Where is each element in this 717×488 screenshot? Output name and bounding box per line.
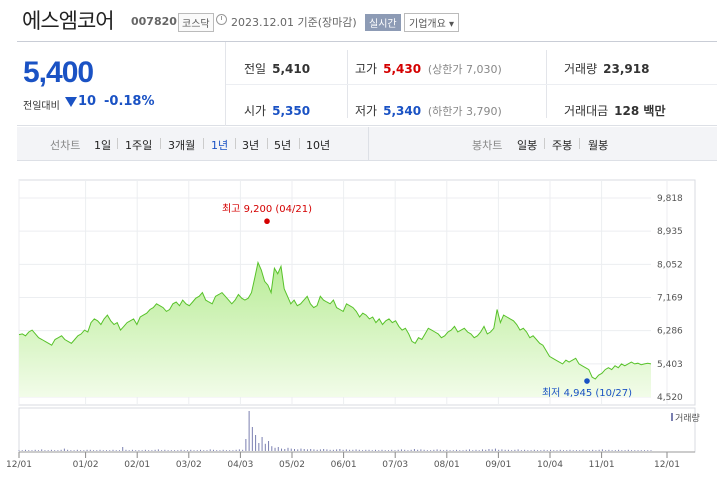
tab-1y[interactable]: 1년 [211, 139, 229, 152]
high-marker [264, 218, 270, 225]
stock-name: 에스엠코어 [22, 9, 115, 33]
amount-cell: 거래대금 128 백만 [564, 104, 666, 118]
x-tick-label: 06/01 [331, 460, 357, 470]
y-tick-label: 8,052 [657, 260, 683, 270]
line-chart-label: 선차트 [50, 139, 81, 152]
clock-icon [216, 14, 227, 25]
current-price-box: 5,400 전일대비 10 -0.18% [17, 42, 226, 126]
stock-code: 007820 [131, 15, 177, 28]
tab-5y[interactable]: 5년 [274, 139, 292, 152]
change-label: 전일대비 [23, 101, 60, 112]
company-overview-dropdown[interactable]: 기업개요 ▾ [404, 13, 459, 32]
tab-separator [267, 138, 268, 149]
tab-separator [203, 138, 204, 149]
open-cell: 시가 5,350 [244, 104, 311, 118]
x-tick-label: 08/01 [434, 460, 460, 470]
price-line [18, 260, 652, 380]
x-tick-label: 02/01 [124, 460, 150, 470]
low-cell: 저가 5,340 (하한가 3,790) [355, 104, 502, 118]
chart-period-tabs: 선차트 1일 1주일 3개월 1년 3년 5년 10년 봉차트 일봉 주봉 월봉 [17, 127, 717, 161]
tab-weekly[interactable]: 주봉 [552, 139, 573, 152]
y-tick-label: 5,403 [657, 360, 683, 370]
x-tick-label: 03/02 [176, 460, 202, 470]
tab-separator [235, 138, 236, 149]
low-marker [584, 378, 590, 384]
y-tick-label: 7,169 [657, 294, 683, 304]
market-badge: 코스닥 [178, 13, 214, 32]
change-value: 10 [78, 94, 97, 109]
down-arrow-icon [65, 97, 77, 107]
y-tick-label: 9,818 [657, 194, 683, 204]
tab-separator [117, 138, 118, 149]
tab-daily[interactable]: 일봉 [517, 139, 538, 152]
x-tick-label: 10/04 [537, 460, 563, 470]
x-tick-label: 09/01 [485, 460, 511, 470]
volume-legend-swatch [671, 413, 673, 421]
y-tick-label: 4,520 [657, 393, 683, 403]
high-cell: 고가 5,430 (상한가 7,030) [355, 62, 502, 76]
basis-date: 2023.12.01 기준(장마감) [231, 16, 357, 29]
x-tick-label: 01/02 [73, 460, 99, 470]
current-price: 5,400 [23, 56, 94, 89]
volume-legend: 거래량 [675, 412, 700, 424]
prev-close-cell: 전일 5,410 [244, 62, 311, 76]
divider [368, 127, 369, 161]
x-tick-label: 11/01 [589, 460, 615, 470]
volume-frame [18, 407, 696, 453]
x-tick-label: 07/03 [382, 460, 408, 470]
y-tick-label: 8,935 [657, 227, 683, 237]
tab-separator [544, 138, 545, 149]
high-annotation: 최고 9,200 (04/21) [222, 203, 312, 215]
x-tick-label: 04/03 [227, 460, 253, 470]
price-area [19, 262, 651, 397]
candle-chart-label: 봉차트 [472, 139, 503, 152]
volume-cell: 거래량 23,918 [564, 62, 650, 76]
y-tick-label: 6,286 [657, 327, 683, 337]
change-percent: -0.18% [104, 94, 155, 109]
tab-1d[interactable]: 1일 [94, 139, 112, 152]
x-tick-label: 05/02 [279, 460, 305, 470]
tab-3m[interactable]: 3개월 [168, 139, 196, 152]
tab-10y[interactable]: 10년 [306, 139, 331, 152]
x-tick-label: 12/01 [654, 460, 680, 470]
tab-monthly[interactable]: 월봉 [588, 139, 609, 152]
tab-3y[interactable]: 3년 [242, 139, 260, 152]
realtime-button[interactable]: 실시간 [365, 14, 401, 31]
divider [226, 84, 717, 85]
tab-separator [579, 138, 580, 149]
x-tick-label: 12/01 [6, 460, 32, 470]
low-annotation: 최저 4,945 (10/27) [542, 387, 632, 399]
tab-separator [160, 138, 161, 149]
stock-header: 에스엠코어 007820 코스닥 2023.12.01 기준(장마감) 실시간 … [0, 0, 717, 40]
quote-panel: 5,400 전일대비 10 -0.18% 전일 5,410 고가 5,430 (상한… [17, 41, 717, 126]
tab-separator [299, 138, 300, 149]
tab-1w[interactable]: 1주일 [125, 139, 153, 152]
